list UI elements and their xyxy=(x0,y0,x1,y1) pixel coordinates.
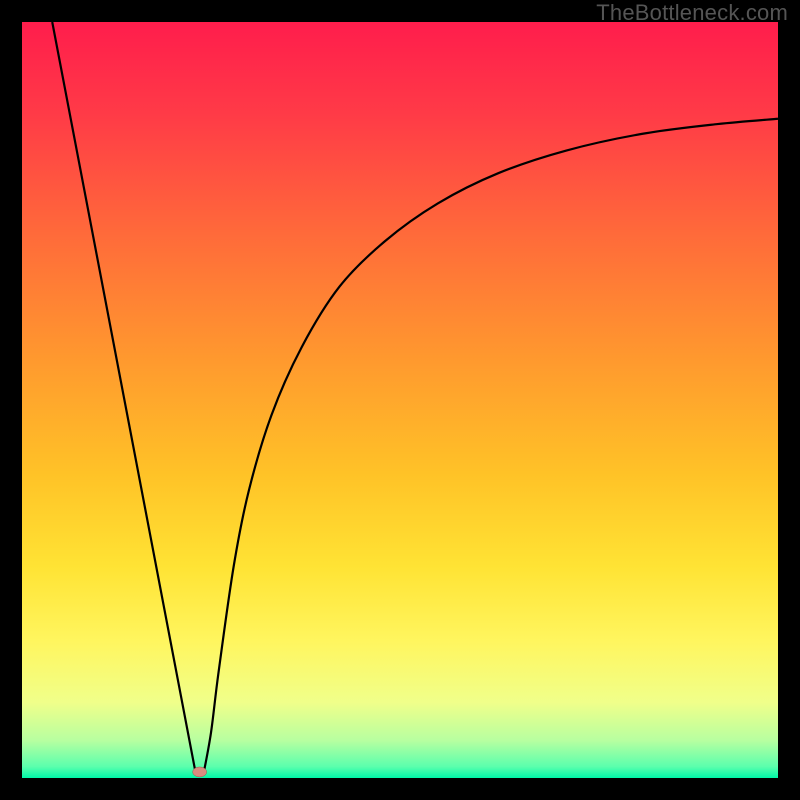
chart-svg xyxy=(0,0,800,800)
chart-background xyxy=(22,22,778,778)
watermark-text: TheBottleneck.com xyxy=(596,0,788,26)
optimal-point-marker xyxy=(193,767,207,777)
bottleneck-chart xyxy=(0,0,800,800)
